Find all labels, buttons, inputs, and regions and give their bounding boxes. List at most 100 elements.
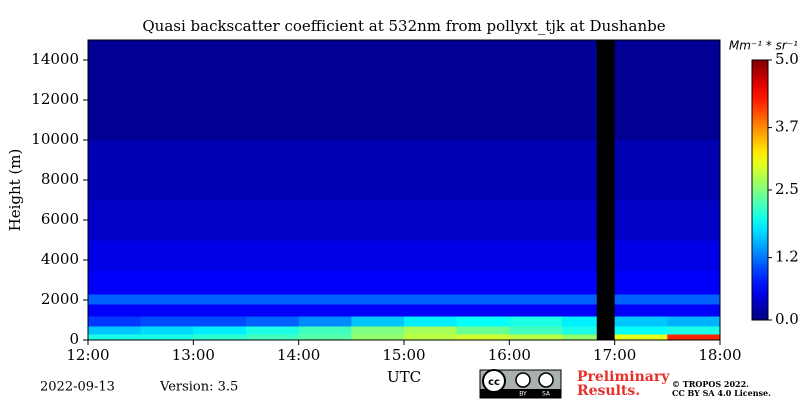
x-tick-label: 14:00 bbox=[277, 346, 320, 364]
colorbar-label: Mm⁻¹ * sr⁻¹ bbox=[729, 39, 798, 53]
heatmap-cell bbox=[140, 316, 194, 327]
heatmap-cell bbox=[596, 316, 616, 327]
colorbar-tick-label: 5.0 bbox=[775, 50, 799, 68]
heatmap-cell bbox=[246, 334, 300, 341]
heatmap-cell bbox=[298, 326, 352, 335]
heatmap-cell bbox=[351, 270, 405, 295]
heatmap-cell bbox=[456, 294, 510, 305]
heatmap-cell bbox=[562, 270, 598, 295]
heatmap-cell bbox=[509, 270, 563, 295]
heatmap-cell bbox=[456, 270, 510, 295]
heatmap-cell bbox=[596, 40, 616, 141]
heatmap-cell bbox=[351, 40, 405, 141]
colorbar-tick-label: 3.7 bbox=[775, 118, 799, 136]
x-tick-label: 17:00 bbox=[593, 346, 636, 364]
heatmap-cell bbox=[193, 326, 247, 335]
heatmap-cell bbox=[298, 240, 352, 271]
heatmap-cell bbox=[88, 326, 142, 335]
heatmap-cell bbox=[404, 200, 458, 241]
heatmap-cell bbox=[351, 304, 405, 317]
heatmap-cell bbox=[88, 40, 142, 141]
license-badge: cc BY SA bbox=[479, 369, 562, 399]
heatmap-cell bbox=[667, 240, 721, 271]
heatmap-cell bbox=[404, 40, 458, 141]
heatmap-cell bbox=[614, 334, 668, 341]
heatmap-cell bbox=[667, 140, 721, 201]
preliminary-note: Preliminary bbox=[577, 369, 670, 385]
y-tick-label: 8000 bbox=[41, 170, 79, 188]
heatmap-cell bbox=[351, 240, 405, 271]
heatmap-cell bbox=[562, 304, 598, 317]
colorbar-tick-label: 0.0 bbox=[775, 310, 799, 328]
heatmap-cell bbox=[193, 240, 247, 271]
heatmap-cell bbox=[246, 200, 300, 241]
heatmap-cell bbox=[596, 240, 616, 271]
heatmap-cell bbox=[509, 304, 563, 317]
y-tick-label: 14000 bbox=[31, 50, 79, 68]
heatmap-cell bbox=[193, 40, 247, 141]
heatmap-cell bbox=[404, 326, 458, 335]
heatmap-cell bbox=[456, 140, 510, 201]
badge-strip bbox=[480, 389, 561, 398]
x-tick-label: 16:00 bbox=[488, 346, 531, 364]
date: 2022-09-13 bbox=[40, 380, 115, 395]
heatmap-cell bbox=[667, 326, 721, 335]
badge-cc-circle bbox=[482, 369, 506, 393]
heatmap-cell bbox=[404, 316, 458, 327]
heatmap-cell bbox=[614, 326, 668, 335]
heatmap-cell bbox=[351, 294, 405, 305]
heatmap-cell bbox=[404, 294, 458, 305]
heatmap-cell bbox=[562, 334, 598, 341]
heatmap-cell bbox=[140, 326, 194, 335]
heatmap-cell bbox=[246, 326, 300, 335]
heatmap-cell bbox=[88, 200, 142, 241]
heatmap-cell bbox=[246, 316, 300, 327]
license-text: © TROPOS 2022. bbox=[672, 379, 749, 389]
heatmap-cell bbox=[298, 334, 352, 341]
badge-cc: cc bbox=[488, 377, 500, 388]
heatmap-cell bbox=[193, 200, 247, 241]
heatmap-cell bbox=[562, 140, 598, 201]
colorbar bbox=[751, 59, 769, 321]
y-axis-label: Height (m) bbox=[6, 149, 24, 232]
heatmap-cell bbox=[88, 334, 142, 341]
heatmap-cell bbox=[88, 240, 142, 271]
license-text: CC BY SA 4.0 License. bbox=[672, 388, 771, 398]
heatmap-cell bbox=[509, 294, 563, 305]
heatmap-cell bbox=[596, 304, 616, 317]
heatmap-cell bbox=[140, 40, 194, 141]
heatmap-cell bbox=[456, 304, 510, 317]
colorbar-tick-label: 1.2 bbox=[775, 248, 799, 266]
heatmap-cell bbox=[140, 200, 194, 241]
heatmap-cell bbox=[667, 200, 721, 241]
heatmap-cell bbox=[140, 334, 194, 341]
heatmap-cell bbox=[140, 304, 194, 317]
heatmap-cell bbox=[509, 316, 563, 327]
heatmap-cell bbox=[667, 316, 721, 327]
heatmap-cell bbox=[456, 200, 510, 241]
badge-by-circle bbox=[515, 372, 531, 388]
heatmap-cell bbox=[596, 334, 616, 341]
heatmap-cell bbox=[88, 294, 142, 305]
x-tick-label: 12:00 bbox=[66, 346, 109, 364]
heatmap-cell bbox=[404, 270, 458, 295]
badge-sa-circle bbox=[538, 372, 554, 388]
heatmap-cell bbox=[456, 326, 510, 335]
x-axis-label: UTC bbox=[387, 368, 421, 386]
heatmap-cell bbox=[298, 270, 352, 295]
heatmap-cell bbox=[562, 326, 598, 335]
heatmap-cell bbox=[298, 40, 352, 141]
heatmap-cell bbox=[596, 200, 616, 241]
heatmap-cell bbox=[614, 240, 668, 271]
heatmap-cell bbox=[246, 270, 300, 295]
y-tick-label: 4000 bbox=[41, 250, 79, 268]
heatmap-cell bbox=[351, 140, 405, 201]
y-tick-label: 12000 bbox=[31, 90, 79, 108]
heatmap-cell bbox=[193, 334, 247, 341]
heatmap-cell bbox=[667, 40, 721, 141]
colorbar-tick-label: 2.5 bbox=[775, 180, 799, 198]
heatmap-cell bbox=[667, 294, 721, 305]
y-tick-label: 2000 bbox=[41, 290, 79, 308]
preliminary-note: Results. bbox=[577, 383, 640, 399]
